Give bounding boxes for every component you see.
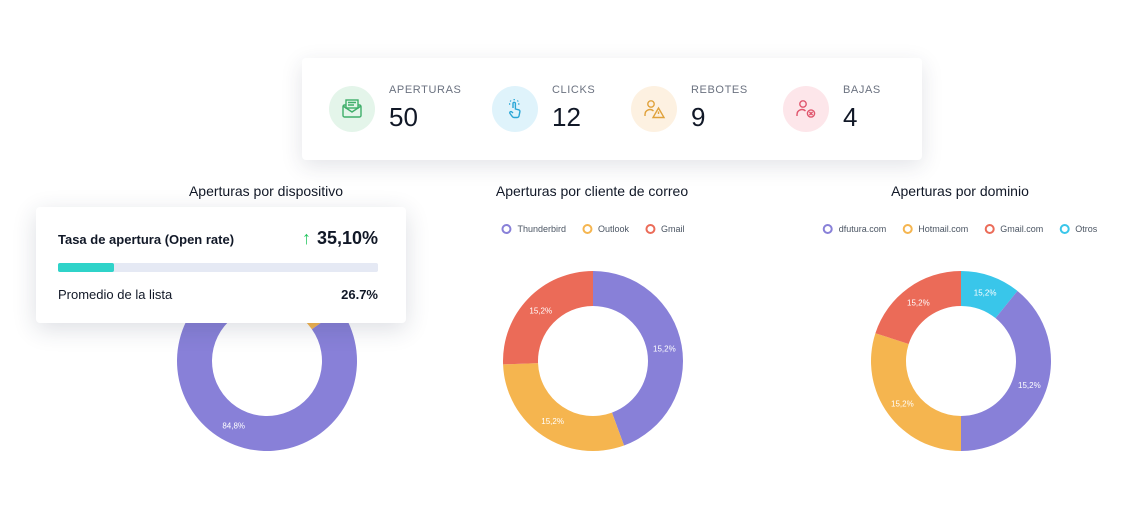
legend-cliente: Thunderbird Outlook Gmail: [501, 224, 685, 234]
legend-label: Outlook: [597, 224, 630, 234]
slice-label: 15,2%: [653, 344, 676, 353]
legend-dot-icon: [902, 224, 913, 234]
stats-card: APERTURAS 50 CLICKS 12 REBOTES 9: [302, 58, 922, 160]
stat-value: 9: [691, 102, 706, 132]
stat-value: 12: [552, 102, 581, 132]
slice-label: 15,2%: [907, 298, 930, 307]
legend-item[interactable]: Gmail.com: [984, 224, 1043, 234]
donut-slice[interactable]: [875, 271, 961, 345]
donut-slice[interactable]: [961, 290, 1051, 451]
pointer-click-icon: [509, 99, 521, 119]
slice-label: 15,2%: [974, 289, 997, 298]
donut-chart-cliente: 15,2% 15,2% 15,2%: [503, 271, 683, 451]
legend-dot-icon: [822, 224, 833, 234]
legend-label: Hotmail.com: [918, 224, 969, 234]
legend-item[interactable]: Hotmail.com: [902, 224, 968, 234]
stat-icon-circle: [492, 86, 538, 132]
stat-label: CLICKS: [552, 84, 596, 96]
stat-value: 50: [389, 102, 418, 132]
open-rate-progress-fill: [58, 263, 115, 272]
open-rate-card: Tasa de apertura (Open rate) ↑ 35,10% Pro…: [36, 207, 406, 323]
legend-item[interactable]: Thunderbird: [501, 224, 566, 234]
legend-item[interactable]: Gmail: [645, 224, 685, 234]
donut-slice[interactable]: [871, 333, 961, 451]
stat-label: REBOTES: [691, 84, 748, 96]
envelope-icon: [342, 99, 362, 118]
chart-title-dispositivo: Aperturas por dispositivo: [188, 183, 344, 199]
stat-label: BAJAS: [843, 84, 881, 96]
legend-dot-icon: [645, 224, 656, 234]
legend-dominio: dfutura.com Hotmail.com Gmail.com Otros: [822, 224, 1097, 234]
legend-item[interactable]: Otros: [1059, 224, 1097, 234]
chart-title-dominio: Aperturas por dominio: [891, 183, 1029, 199]
stat-icon-circle: [329, 86, 375, 132]
legend-label: Gmail.com: [1000, 224, 1044, 234]
slice-label: 84,8%: [222, 421, 245, 430]
legend-item[interactable]: Outlook: [581, 224, 630, 234]
slice-label: 15,2%: [541, 417, 564, 426]
donut-slice[interactable]: [503, 363, 625, 451]
stat-label: APERTURAS: [389, 84, 462, 96]
legend-dot-icon: [581, 224, 592, 234]
list-average-label: Promedio de la lista: [58, 287, 173, 302]
legend-label: Gmail: [661, 224, 685, 234]
donut-slice[interactable]: [961, 271, 1018, 319]
slice-label: 15,2%: [529, 307, 552, 316]
user-remove-icon: [796, 100, 816, 118]
list-average-value: 26.7%: [341, 287, 378, 302]
donut-chart-dominio: 15,2% 15,2% 15,2% 15,2%: [871, 271, 1051, 451]
slice-label: 15,2%: [1018, 381, 1041, 390]
legend-dot-icon: [984, 224, 995, 234]
stat-icon-circle: [631, 86, 677, 132]
slice-label: 15,2%: [891, 400, 914, 409]
legend-dot-icon: [501, 224, 512, 234]
donut-slice[interactable]: [503, 271, 593, 365]
legend-label: dfutura.com: [838, 224, 887, 234]
legend-label: Thunderbird: [517, 224, 566, 234]
open-rate-progress-track: [58, 263, 378, 272]
chart-title-cliente: Aperturas por cliente de correo: [495, 183, 689, 199]
legend-label: Otros: [1075, 224, 1098, 234]
stat-icon-circle: [783, 86, 829, 132]
open-rate-value: ↑ 35,10%: [302, 228, 378, 249]
open-rate-title: Tasa de apertura (Open rate): [58, 232, 235, 247]
legend-item[interactable]: dfutura.com: [822, 224, 887, 234]
donut-slice[interactable]: [593, 271, 683, 446]
arrow-up-icon: ↑: [301, 228, 311, 248]
user-warning-icon: [644, 100, 666, 119]
open-rate-number: 35,10%: [316, 228, 378, 248]
stat-value: 4: [843, 102, 858, 132]
legend-dot-icon: [1059, 224, 1070, 234]
